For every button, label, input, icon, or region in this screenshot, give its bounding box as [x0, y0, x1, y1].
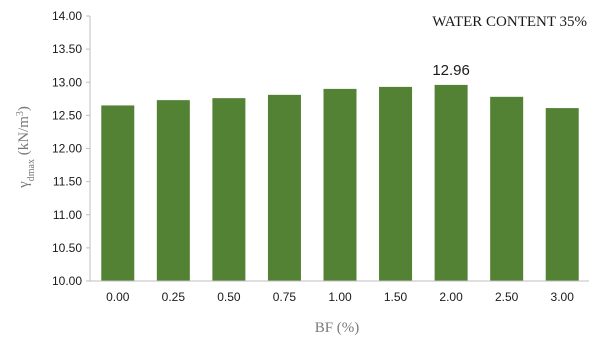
- y-axis-title: γdmax (kN/m3): [15, 106, 37, 189]
- chart-title: WATER CONTENT 35%: [432, 14, 587, 30]
- bar: [490, 96, 524, 281]
- y-tick-label: 13.00: [52, 75, 82, 89]
- y-tick-label: 10.50: [52, 241, 82, 255]
- bar: [434, 84, 468, 282]
- bar: [212, 98, 246, 282]
- x-ticks-group: 0.00 0.25 0.50 0.75 1.00 1.50 2.00 2.50 3.00: [106, 290, 574, 304]
- y-tick-label: 11.50: [53, 175, 82, 189]
- bar: [323, 88, 357, 281]
- x-tick-label: 1.50: [384, 290, 408, 304]
- data-label: 12.96: [432, 62, 470, 79]
- y-tick-label: 10.00: [52, 274, 82, 288]
- x-tick-label: 0.75: [273, 290, 297, 304]
- bar: [545, 108, 579, 282]
- bars-group: [101, 84, 579, 282]
- x-tick-label: 1.00: [328, 290, 352, 304]
- x-tick-label: 0.00: [106, 290, 130, 304]
- x-axis-title: BF (%): [315, 320, 360, 336]
- bar: [379, 86, 413, 281]
- x-tick-label: 2.50: [495, 290, 519, 304]
- y-tick-label: 11.00: [53, 208, 82, 222]
- x-tick-label: 0.25: [162, 290, 186, 304]
- y-tick-label: 14.00: [52, 9, 82, 23]
- y-tick-label: 12.50: [52, 108, 82, 122]
- y-tick-label: 13.50: [52, 42, 82, 56]
- data-labels-group: 12.96: [432, 62, 470, 79]
- x-tick-label: 2.00: [439, 290, 463, 304]
- bar: [101, 105, 135, 281]
- bar: [267, 94, 301, 282]
- x-tick-label: 0.50: [217, 290, 241, 304]
- bar: [156, 100, 190, 281]
- x-tick-label: 3.00: [551, 290, 575, 304]
- y-ticks-group: 10.00 10.50 11.00 11.50 12.00 12.50 13.00 13.50…: [52, 9, 90, 288]
- y-tick-label: 12.00: [52, 142, 82, 156]
